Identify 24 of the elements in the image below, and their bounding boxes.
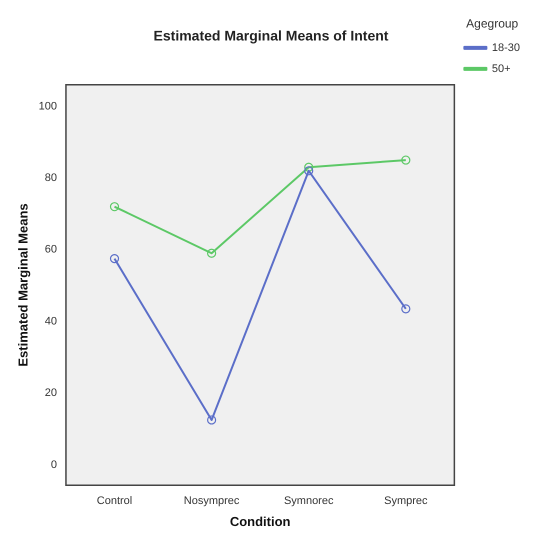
legend-label: 50+ (492, 62, 511, 75)
x-tick-label: Control (96, 494, 132, 507)
chart-title: Estimated Marginal Means of Intent (154, 27, 389, 44)
y-axis-title: Estimated Marginal Means (15, 203, 30, 367)
point (304, 162, 314, 172)
point (110, 254, 120, 264)
x-tick-label: Nosymprec (184, 494, 240, 507)
y-tick-label: 60 (44, 244, 57, 256)
y-tick-label: 100 (38, 100, 57, 112)
y-tick-label: 20 (44, 387, 57, 400)
x-tick-label: Symprec (384, 494, 428, 507)
point (401, 304, 410, 314)
y-tick-label: 80 (44, 172, 57, 184)
y-tick-label: 40 (44, 315, 57, 328)
legend-label: 18-30 (492, 42, 520, 54)
y-tick-label: 0 (50, 458, 57, 471)
point (401, 155, 410, 165)
x-tick-label: Symnorec (284, 494, 334, 507)
point (207, 415, 216, 425)
x-axis-title: Condition (230, 514, 291, 529)
point (207, 248, 216, 258)
legend-title: Agegroup (466, 16, 519, 30)
point (304, 166, 314, 176)
point (110, 202, 120, 212)
